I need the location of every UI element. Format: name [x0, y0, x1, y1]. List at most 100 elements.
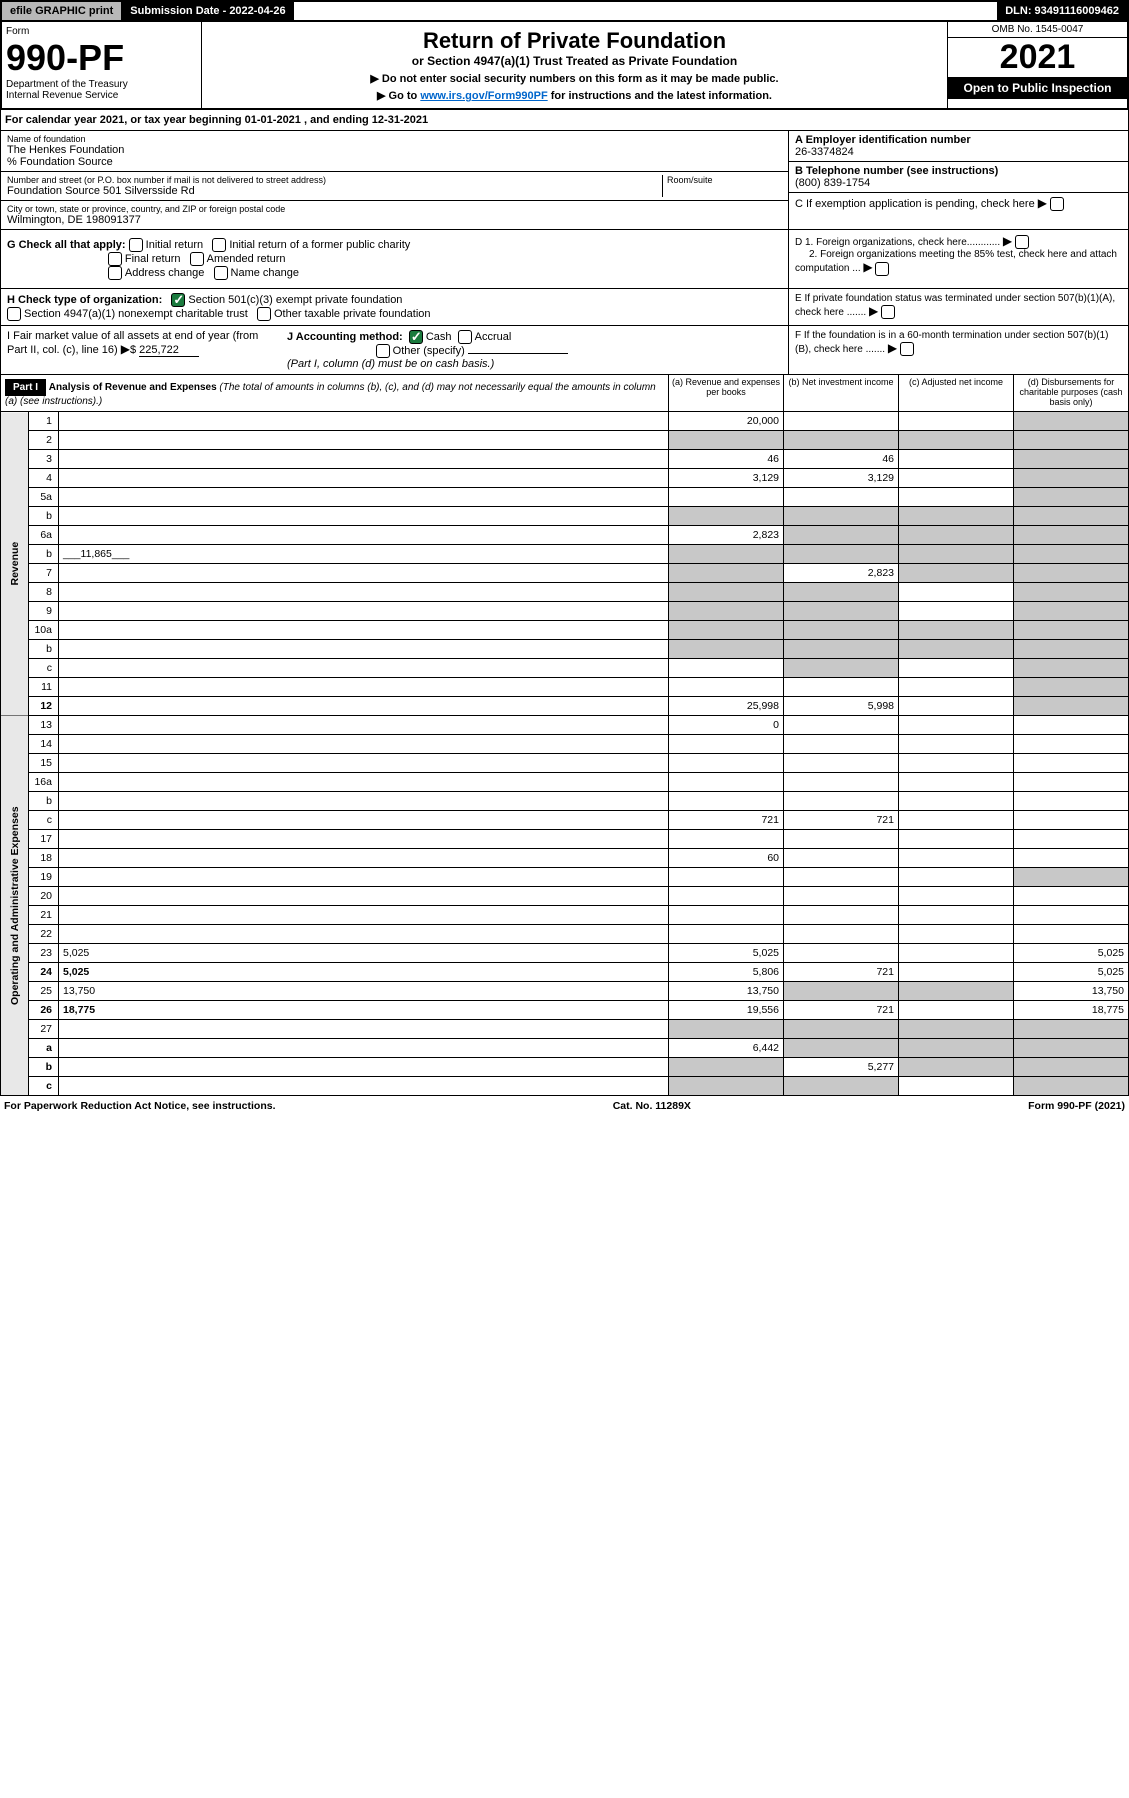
- j-label: J Accounting method:: [287, 331, 403, 343]
- g-initial-checkbox[interactable]: [129, 238, 143, 252]
- cell-b: [784, 792, 899, 811]
- cell-a: [669, 659, 784, 678]
- table-row: b: [1, 792, 1129, 811]
- cell-d: [1014, 1020, 1129, 1039]
- h-501c3-checkbox[interactable]: [171, 293, 185, 307]
- cell-a: [669, 906, 784, 925]
- cell-a: 20,000: [669, 412, 784, 431]
- cell-a: [669, 735, 784, 754]
- city-row: City or town, state or province, country…: [1, 201, 788, 229]
- room-label: Room/suite: [667, 175, 782, 185]
- line-number: 15: [29, 754, 59, 773]
- line-description: [59, 792, 669, 811]
- h-4947-checkbox[interactable]: [7, 307, 21, 321]
- d1-checkbox[interactable]: [1015, 235, 1029, 249]
- line-number: 2: [29, 431, 59, 450]
- line-description: 18,775: [59, 1001, 669, 1020]
- line-description: [59, 583, 669, 602]
- j-cash-checkbox[interactable]: [409, 330, 423, 344]
- cell-b: [784, 868, 899, 887]
- table-row: 1225,9985,998: [1, 697, 1129, 716]
- cell-c: [899, 944, 1014, 963]
- cell-d: 18,775: [1014, 1001, 1129, 1020]
- cell-d: [1014, 602, 1129, 621]
- g-name-checkbox[interactable]: [214, 266, 228, 280]
- cell-c: [899, 1058, 1014, 1077]
- cell-d: [1014, 925, 1129, 944]
- col-c-header: (c) Adjusted net income: [898, 375, 1013, 411]
- cell-a: [669, 640, 784, 659]
- cell-d: [1014, 1077, 1129, 1096]
- cell-a: [669, 887, 784, 906]
- cell-a: [669, 564, 784, 583]
- table-row: 9: [1, 602, 1129, 621]
- cell-d: [1014, 697, 1129, 716]
- cell-a: 721: [669, 811, 784, 830]
- table-row: 22: [1, 925, 1129, 944]
- h-other-checkbox[interactable]: [257, 307, 271, 321]
- cell-b: [784, 830, 899, 849]
- part1-header-row: Part I Analysis of Revenue and Expenses …: [0, 375, 1129, 412]
- cell-b: 3,129: [784, 469, 899, 488]
- top-bar: efile GRAPHIC print Submission Date - 20…: [0, 0, 1129, 22]
- cell-a: 3,129: [669, 469, 784, 488]
- table-row: 10a: [1, 621, 1129, 640]
- cell-d: [1014, 830, 1129, 849]
- d2-checkbox[interactable]: [875, 262, 889, 276]
- line-description: [59, 716, 669, 735]
- j-accrual-checkbox[interactable]: [458, 330, 472, 344]
- line-number: 10a: [29, 621, 59, 640]
- cell-a: 46: [669, 450, 784, 469]
- phone: (800) 839-1754: [795, 177, 1122, 189]
- cell-b: [784, 412, 899, 431]
- cell-a: [669, 507, 784, 526]
- line-number: 20: [29, 887, 59, 906]
- line-description: [59, 906, 669, 925]
- form990pf-link[interactable]: www.irs.gov/Form990PF: [420, 90, 547, 102]
- cell-a: 13,750: [669, 982, 784, 1001]
- cell-c: [899, 887, 1014, 906]
- cell-c: [899, 450, 1014, 469]
- g-address-checkbox[interactable]: [108, 266, 122, 280]
- cell-c: [899, 678, 1014, 697]
- line-number: 5a: [29, 488, 59, 507]
- cell-b: [784, 583, 899, 602]
- part1-badge: Part I: [5, 379, 46, 396]
- h-label: H Check type of organization:: [7, 294, 162, 306]
- cell-c: [899, 697, 1014, 716]
- e-checkbox[interactable]: [881, 305, 895, 319]
- table-row: 11: [1, 678, 1129, 697]
- cell-a: 5,025: [669, 944, 784, 963]
- cell-b: [784, 944, 899, 963]
- cell-a: [669, 754, 784, 773]
- goto-prefix: ▶ Go to: [377, 90, 420, 102]
- j-cash: Cash: [426, 331, 452, 343]
- cell-c: [899, 811, 1014, 830]
- g-amended-checkbox[interactable]: [190, 252, 204, 266]
- calendar-year-row: For calendar year 2021, or tax year begi…: [0, 110, 1129, 131]
- cell-a: [669, 488, 784, 507]
- f-checkbox[interactable]: [900, 342, 914, 356]
- form-title: Return of Private Foundation: [208, 28, 941, 54]
- g-former-checkbox[interactable]: [212, 238, 226, 252]
- table-row: 14: [1, 735, 1129, 754]
- c-checkbox[interactable]: [1050, 197, 1064, 211]
- cell-c: [899, 469, 1014, 488]
- line-description: 5,025: [59, 944, 669, 963]
- table-row: c721721: [1, 811, 1129, 830]
- line-description: [59, 488, 669, 507]
- table-row: 34646: [1, 450, 1129, 469]
- j-other-checkbox[interactable]: [376, 344, 390, 358]
- cell-c: [899, 868, 1014, 887]
- cell-a: [669, 830, 784, 849]
- g-final-checkbox[interactable]: [108, 252, 122, 266]
- line-description: [59, 811, 669, 830]
- cell-c: [899, 1039, 1014, 1058]
- cell-c: [899, 1020, 1014, 1039]
- col-a-header: (a) Revenue and expenses per books: [668, 375, 783, 411]
- line-number: 3: [29, 450, 59, 469]
- efile-print-button[interactable]: efile GRAPHIC print: [2, 2, 122, 20]
- c-row: C If exemption application is pending, c…: [789, 193, 1128, 221]
- line-description: [59, 754, 669, 773]
- cell-c: [899, 640, 1014, 659]
